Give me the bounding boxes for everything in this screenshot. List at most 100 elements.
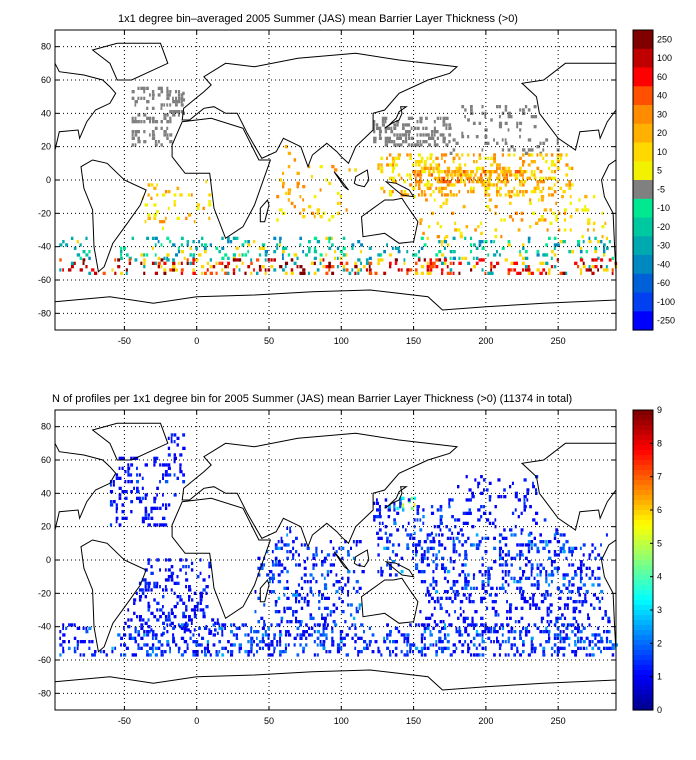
data-cell [527, 148, 531, 152]
data-cell [588, 576, 592, 580]
data-cell [526, 498, 529, 502]
data-cell [487, 193, 491, 197]
data-cell [516, 261, 518, 265]
data-cell [286, 550, 289, 554]
data-cell [138, 500, 143, 504]
data-cell [556, 626, 560, 630]
data-cell [438, 166, 441, 170]
data-cell [562, 271, 566, 275]
data-cell [540, 616, 545, 620]
data-cell [180, 636, 185, 640]
data-cell [73, 623, 76, 627]
data-cell [415, 183, 417, 187]
data-cell [394, 258, 398, 262]
data-cell [208, 216, 211, 220]
data-cell [143, 265, 146, 269]
data-cell [352, 586, 355, 590]
data-cell [548, 623, 551, 627]
data-cell [247, 653, 250, 657]
data-cell [433, 600, 437, 604]
data-cell [435, 553, 438, 557]
data-cell [279, 643, 282, 647]
y-tick-label: 40 [41, 108, 51, 118]
data-cell [546, 228, 549, 232]
data-cell [446, 640, 450, 644]
data-cell [443, 160, 446, 164]
colorbar-segment [633, 670, 653, 676]
data-cell [579, 576, 583, 580]
data-cell [448, 140, 451, 144]
data-cell [118, 523, 122, 527]
data-cell [465, 176, 468, 180]
data-cell [449, 250, 453, 254]
data-cell [303, 566, 307, 570]
data-cell [322, 640, 326, 644]
data-cell [464, 550, 467, 554]
data-cell [186, 258, 189, 262]
data-cell [166, 643, 170, 647]
data-cell [406, 546, 410, 550]
data-cell [517, 498, 521, 502]
data-cell [455, 646, 458, 650]
data-cell [529, 225, 532, 229]
data-cell [435, 623, 439, 627]
data-cell [562, 640, 566, 644]
data-cell [403, 193, 407, 197]
data-cell [514, 211, 518, 215]
data-cell [509, 173, 513, 177]
data-cell [553, 190, 557, 194]
data-cell [151, 636, 154, 640]
data-cell [496, 141, 499, 145]
data-cell [608, 646, 612, 650]
data-cell [516, 650, 519, 654]
data-cell [601, 211, 604, 215]
data-cell [316, 630, 321, 634]
data-cell [605, 640, 608, 644]
data-cell [170, 565, 174, 569]
colorbar-segment [633, 470, 653, 476]
data-cell [345, 633, 349, 637]
data-cell [420, 271, 424, 275]
data-cell [274, 563, 278, 567]
data-cell [449, 261, 452, 265]
data-cell [260, 616, 264, 620]
data-cell [517, 515, 520, 519]
data-cell [568, 623, 571, 627]
data-cell [542, 546, 546, 550]
data-cell [504, 563, 509, 567]
data-cell [472, 160, 476, 164]
data-cell [504, 141, 508, 145]
data-cell [442, 176, 446, 180]
data-cell [238, 626, 241, 630]
data-cell [611, 256, 614, 260]
data-cell [605, 533, 608, 537]
data-cell [195, 650, 199, 654]
data-cell [232, 253, 236, 257]
data-cell [360, 243, 364, 247]
data-cell [524, 268, 529, 272]
data-cell [179, 463, 182, 467]
data-cell [147, 581, 151, 585]
data-cell [581, 603, 584, 607]
data-cell [419, 180, 423, 184]
data-cell [345, 653, 349, 657]
data-cell [150, 516, 154, 520]
data-cell [572, 623, 575, 627]
data-cell [548, 583, 551, 587]
data-cell [417, 193, 420, 197]
data-cells [59, 86, 618, 275]
data-cell [156, 608, 159, 612]
data-cell [562, 533, 566, 537]
data-cell [403, 258, 406, 262]
data-cell [588, 240, 592, 244]
data-cell [488, 198, 492, 202]
data-cell [59, 243, 63, 247]
data-cell [458, 626, 461, 630]
data-cell [422, 508, 425, 512]
data-cell [594, 636, 597, 640]
data-cell [423, 183, 427, 187]
data-cell [532, 600, 535, 604]
x-tick-label: 250 [551, 716, 566, 726]
data-cell [166, 93, 170, 97]
data-cell [491, 170, 494, 174]
